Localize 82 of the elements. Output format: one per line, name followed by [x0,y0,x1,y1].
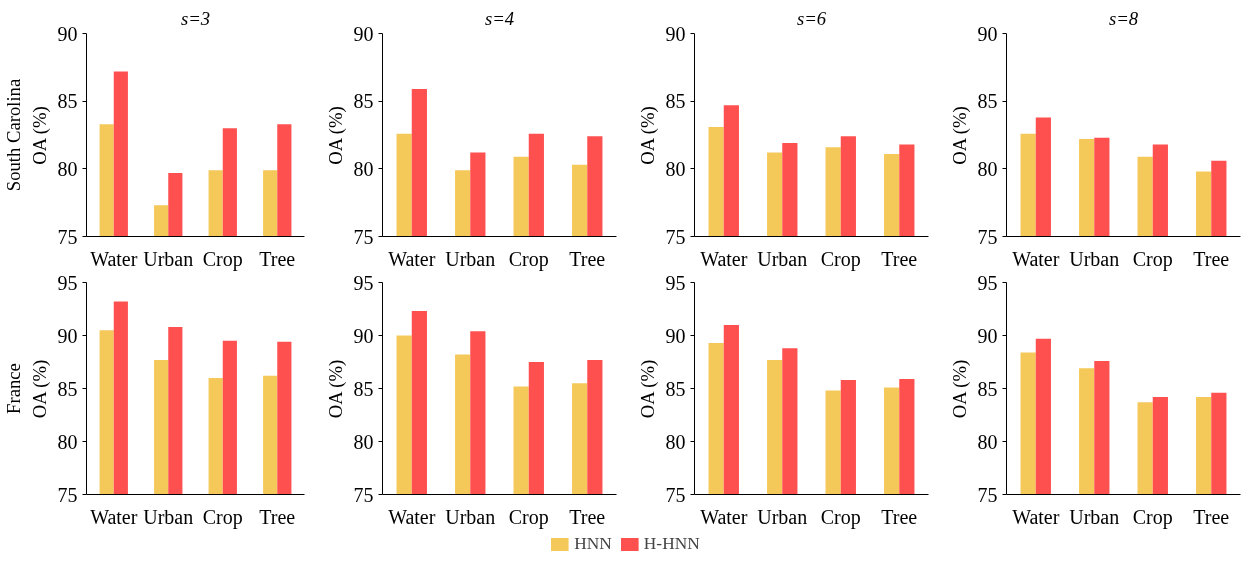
y-tick-label: 85 [665,377,686,400]
y-tick-label: 75 [57,225,78,248]
y-tick-label: 95 [353,271,374,294]
x-tick-label: Urban [1069,247,1120,270]
x-tick-label: Tree [259,247,296,270]
y-axis-title: OA (%) [636,359,659,419]
x-tick-label: Crop [820,247,861,271]
y-tick-label: 90 [353,324,374,347]
y-tick-label: 75 [353,483,374,506]
x-tick-label: Water [90,505,138,528]
y-axis-title: OA (%) [324,359,347,419]
y-tick-label: 90 [57,22,78,45]
y-tick-label: 90 [353,22,374,45]
y-tick-label: 80 [353,430,374,453]
y-tick-label: 90 [665,22,686,45]
y-tick-label: 95 [57,271,78,294]
x-tick-label: Water [1012,247,1060,270]
y-tick-label: 85 [977,90,998,113]
legend-label: H-HNN [643,534,700,554]
chart-title: s=3 [180,7,211,29]
y-tick-label: 80 [665,157,686,180]
y-axis-title: OA (%) [948,106,971,165]
x-tick-label: Crop [1132,247,1173,271]
x-tick-label: Tree [259,505,296,528]
y-tick-label: 80 [665,430,686,453]
y-tick-label: 75 [665,225,686,248]
y-tick-label: 80 [57,430,78,453]
x-tick-label: Water [700,505,748,528]
y-tick-label: 95 [665,271,686,294]
x-tick-label: Tree [569,505,606,528]
y-axis-title: France OA (%) [3,359,51,419]
x-tick-label: Crop [1132,505,1173,529]
y-tick-label: 95 [977,271,998,294]
x-tick-label: Water [90,247,138,270]
y-tick-label: 85 [353,90,374,113]
x-tick-label: Crop [508,247,549,271]
x-tick-label: Water [1012,505,1060,528]
y-tick-label: 75 [353,225,374,248]
y-tick-label: 85 [977,377,998,400]
chart-title: s=6 [796,7,827,29]
y-tick-label: 85 [665,90,686,113]
y-axis-title: OA (%) [948,359,971,419]
y-tick-label: 75 [665,483,686,506]
x-tick-label: Tree [569,247,606,270]
x-tick-label: Urban [445,505,496,528]
x-tick-label: Water [700,247,748,270]
y-tick-label: 80 [57,157,78,180]
x-tick-label: Crop [202,505,243,529]
y-tick-label: 90 [665,324,686,347]
x-tick-label: Water [388,505,436,528]
x-tick-label: Water [388,247,436,270]
y-tick-label: 80 [353,157,374,180]
chart-title: s=4 [484,7,515,29]
x-tick-label: Urban [143,247,194,270]
x-tick-label: Tree [1193,505,1230,528]
x-tick-label: Crop [820,505,861,529]
y-tick-label: 85 [57,377,78,400]
y-tick-label: 80 [977,157,998,180]
x-tick-label: Urban [757,247,808,270]
chart-title: s=8 [1108,7,1139,29]
x-tick-label: Crop [202,247,243,271]
x-tick-label: Urban [445,247,496,270]
y-tick-label: 80 [977,430,998,453]
x-tick-label: Urban [143,505,194,528]
legend-label: HNN [574,534,612,554]
x-tick-label: Tree [881,247,918,270]
x-tick-label: Urban [1069,505,1120,528]
y-tick-label: 75 [977,483,998,506]
y-tick-label: 90 [977,22,998,45]
y-tick-label: 90 [57,324,78,347]
x-tick-label: Tree [881,505,918,528]
y-axis-title: South Carolina OA (%) [3,78,51,192]
y-tick-label: 85 [57,90,78,113]
y-tick-label: 85 [353,377,374,400]
x-tick-label: Tree [1193,247,1230,270]
x-tick-label: Urban [757,505,808,528]
x-tick-label: Crop [508,505,549,529]
y-tick-label: 75 [977,225,998,248]
y-tick-label: 75 [57,483,78,506]
y-tick-label: 90 [977,324,998,347]
y-axis-title: OA (%) [324,106,347,165]
y-axis-title: OA (%) [636,106,659,165]
